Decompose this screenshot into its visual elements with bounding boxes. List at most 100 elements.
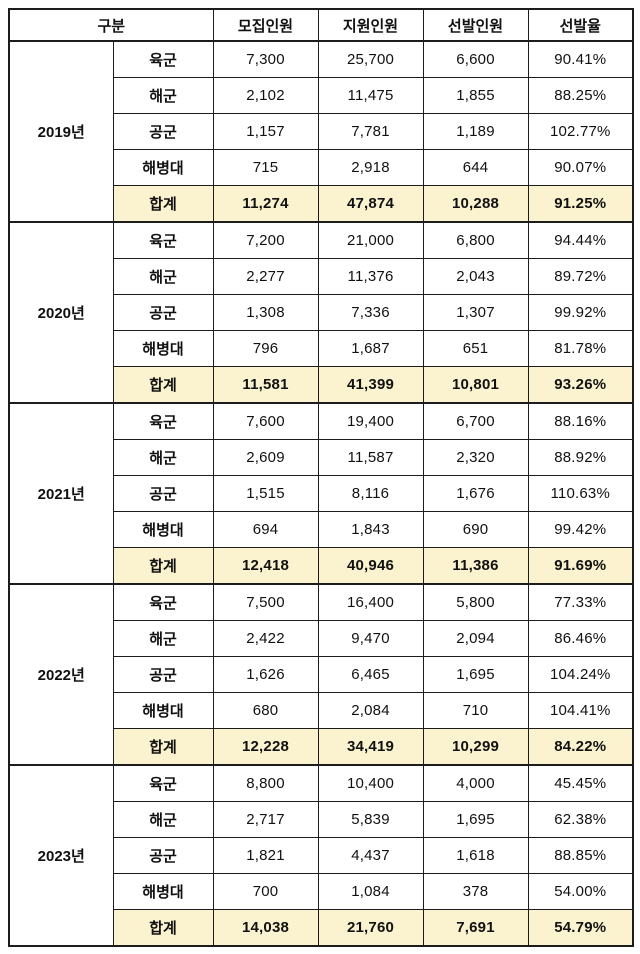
value-cell: 34,419 [317,728,424,766]
branch-label: 육군 [112,40,214,78]
data-row: 해병대 700 1,084 378 54.00% [9,873,634,910]
total-row: 합계 14,038 21,760 7,691 54.79% [9,909,634,947]
data-row: 공군 1,626 6,465 1,695 104.24% [9,656,634,693]
value-cell: 2,094 [422,620,529,657]
value-cell: 19,400 [317,402,424,440]
value-cell: 104.24% [527,656,634,693]
value-cell: 84.22% [527,728,634,766]
data-row: 해군 2,277 11,376 2,043 89.72% [9,258,634,295]
value-cell: 90.07% [527,149,634,186]
value-cell: 99.42% [527,511,634,548]
branch-label: 해병대 [112,330,214,367]
table-header: 구분 모집인원 지원인원 선발인원 선발율 [8,8,634,42]
branch-label: 육군 [112,221,214,259]
data-row: 2019년 육군 7,300 25,700 6,600 90.41% [8,40,634,223]
value-cell: 1,695 [422,801,529,838]
data-row: 2021년 육군 7,600 19,400 6,700 88.16% [8,402,634,585]
value-cell: 7,600 [212,402,319,440]
value-cell: 54.00% [527,873,634,910]
value-cell: 1,676 [422,475,529,512]
branch-label: 공군 [112,113,214,150]
data-row: 해군 2,609 11,587 2,320 88.92% [9,439,634,476]
header-recruited: 모집인원 [212,8,319,42]
data-row: 해군 2,102 11,475 1,855 88.25% [9,77,634,114]
data-row: 공군 1,821 4,437 1,618 88.85% [9,837,634,874]
value-cell: 694 [212,511,319,548]
value-cell: 102.77% [527,113,634,150]
value-cell: 6,600 [422,40,529,78]
value-cell: 7,336 [317,294,424,331]
branch-label: 공군 [112,656,214,693]
total-label: 합계 [112,728,214,766]
header-selected: 선발인원 [422,8,529,42]
value-cell: 21,000 [317,221,424,259]
header-rate: 선발율 [527,8,634,42]
value-cell: 90.41% [527,40,634,78]
value-cell: 1,855 [422,77,529,114]
value-cell: 8,800 [212,764,319,802]
branch-label: 해군 [112,258,214,295]
year-cell: 2020년 [8,221,114,404]
year-cell: 2023년 [8,764,114,947]
value-cell: 6,700 [422,402,529,440]
value-cell: 16,400 [317,583,424,621]
value-cell: 99.92% [527,294,634,331]
data-row: 해병대 680 2,084 710 104.41% [9,692,634,729]
value-cell: 690 [422,511,529,548]
data-row: 해군 2,717 5,839 1,695 62.38% [9,801,634,838]
data-row: 해군 2,422 9,470 2,094 86.46% [9,620,634,657]
value-cell: 7,200 [212,221,319,259]
branch-label: 해군 [112,620,214,657]
value-cell: 7,300 [212,40,319,78]
value-cell: 93.26% [527,366,634,404]
value-cell: 11,475 [317,77,424,114]
branch-label: 해병대 [112,873,214,910]
value-cell: 7,691 [422,909,529,947]
value-cell: 11,581 [212,366,319,404]
value-cell: 77.33% [527,583,634,621]
value-cell: 1,157 [212,113,319,150]
value-cell: 25,700 [317,40,424,78]
value-cell: 91.69% [527,547,634,585]
value-cell: 11,386 [422,547,529,585]
table-body: 2019년 육군 7,300 25,700 6,600 90.41% 해군 2,102 11,4… [8,40,634,947]
value-cell: 1,189 [422,113,529,150]
value-cell: 9,470 [317,620,424,657]
value-cell: 88.85% [527,837,634,874]
value-cell: 1,084 [317,873,424,910]
data-row: 2022년 육군 7,500 16,400 5,800 77.33% [8,583,634,766]
value-cell: 1,307 [422,294,529,331]
data-row: 해병대 715 2,918 644 90.07% [9,149,634,186]
value-cell: 86.46% [527,620,634,657]
value-cell: 6,800 [422,221,529,259]
value-cell: 1,626 [212,656,319,693]
data-row: 해병대 694 1,843 690 99.42% [9,511,634,548]
value-cell: 715 [212,149,319,186]
value-cell: 2,918 [317,149,424,186]
value-cell: 680 [212,692,319,729]
value-cell: 40,946 [317,547,424,585]
total-row: 합계 11,274 47,874 10,288 91.25% [9,185,634,223]
value-cell: 1,515 [212,475,319,512]
branch-label: 육군 [112,402,214,440]
value-cell: 89.72% [527,258,634,295]
value-cell: 81.78% [527,330,634,367]
year-cell: 2022년 [8,583,114,766]
total-label: 합계 [112,185,214,223]
value-cell: 7,500 [212,583,319,621]
value-cell: 21,760 [317,909,424,947]
value-cell: 10,299 [422,728,529,766]
value-cell: 104.41% [527,692,634,729]
value-cell: 91.25% [527,185,634,223]
value-cell: 700 [212,873,319,910]
value-cell: 45.45% [527,764,634,802]
year-cell: 2019년 [8,40,114,223]
value-cell: 5,800 [422,583,529,621]
branch-label: 해병대 [112,692,214,729]
value-cell: 10,801 [422,366,529,404]
value-cell: 2,084 [317,692,424,729]
value-cell: 88.16% [527,402,634,440]
branch-label: 해병대 [112,149,214,186]
value-cell: 7,781 [317,113,424,150]
